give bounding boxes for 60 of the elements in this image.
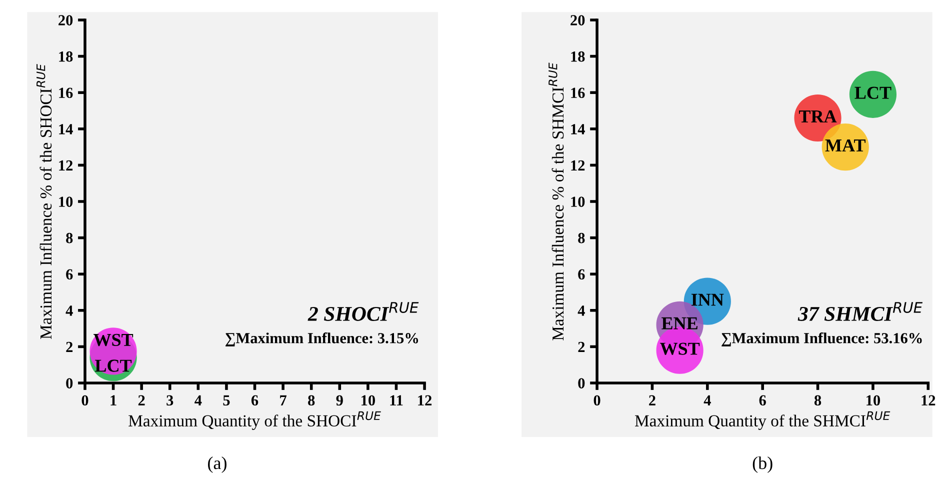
y-tick-label: 0 [66,378,73,388]
y-tick-label: 12 [59,160,73,170]
y-tick-label: 2 [578,342,585,352]
x-tick-label: 4 [704,395,711,406]
y-tick-label: 10 [571,196,585,207]
x-tick-label: 11 [390,395,403,406]
series-label: WST [93,334,134,346]
x-tick-label: 8 [814,395,822,406]
x-tick-label: 3 [166,395,174,406]
y-tick-label: 10 [59,196,73,207]
y-tick-label: 4 [578,306,585,316]
y-axis-title: Maximum Influence % of the SHMCI$^{RUE}$ [548,62,564,340]
x-axis-title: Maximum Quantity of the SHMCI$^{RUE}$ [634,411,890,430]
x-tick-label: 9 [336,395,343,406]
x-tick-label: 6 [251,395,258,406]
series-label: LCT [95,360,132,372]
series-label: ENE [662,317,698,330]
series-label: INN [691,294,724,306]
series-label: WST [660,342,700,355]
x-tick-label: 2 [138,395,145,406]
annotation: ∑Maximum Influence: 53.16% [722,332,922,346]
x-tick-label: 12 [418,395,432,406]
y-tick-label: 8 [66,232,73,244]
x-tick-label: 4 [194,395,202,406]
x-tick-label: 2 [649,395,656,406]
y-tick-label: 2 [66,342,73,352]
x-tick-label: 5 [223,395,230,406]
text: (b) [752,456,772,473]
annotation: 37 SHMCI$^{RUE}$ [798,302,923,321]
y-tick-label: 20 [570,15,585,26]
annotation: ∑Maximum Influence: 3.15% [226,332,418,346]
y-tick-label: 20 [58,15,73,26]
x-tick-label: 12 [922,395,936,406]
series-label: MAT [825,139,866,152]
x-tick-label: 10 [362,395,376,406]
y-tick-label: 16 [59,88,73,98]
x-tick-label: 0 [82,395,88,406]
x-tick-label: 6 [759,395,766,406]
x-tick-label: 1 [110,395,116,406]
y-axis-title: Maximum Influence % of the SHOCI$^{RUE}$ [36,64,52,340]
y-tick-label: 16 [571,88,585,98]
y-tick-label: 6 [578,269,585,280]
x-tick-label: 8 [308,395,315,406]
y-tick-label: 0 [578,378,585,388]
series-label: LCT [854,86,892,99]
x-axis-title: Maximum Quantity of the SHOCI$^{RUE}$ [128,411,381,430]
y-tick-label: 18 [571,51,585,62]
x-tick-label: 10 [866,395,880,406]
x-tick-label: 0 [594,395,600,406]
y-tick-label: 12 [571,160,585,170]
annotation: 2 SHOCI$^{RUE}$ [308,302,419,321]
y-tick-label: 14 [59,124,73,134]
y-tick-label: 4 [66,306,73,316]
y-tick-label: 18 [59,51,73,62]
y-tick-label: 6 [66,269,73,280]
series-label: TRA [799,110,837,122]
y-tick-label: 14 [571,124,585,134]
y-tick-label: 8 [578,232,585,244]
text: (a) [208,456,226,473]
x-tick-label: 7 [280,395,287,406]
